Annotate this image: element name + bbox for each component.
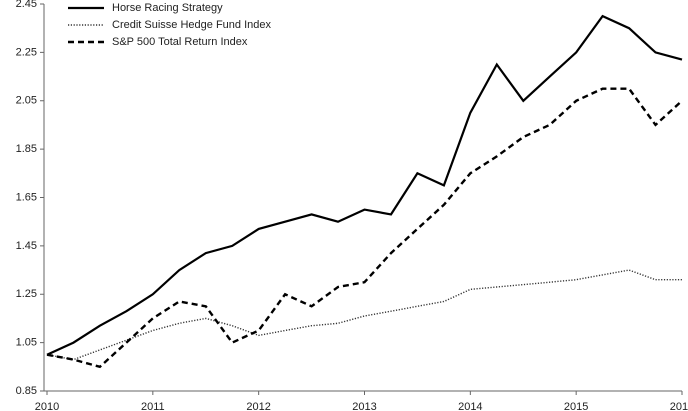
- x-tick-label: 2015: [564, 401, 588, 411]
- legend-label: Horse Racing Strategy: [112, 2, 223, 14]
- y-tick-label: 1.25: [16, 288, 37, 300]
- y-tick-label: 1.45: [16, 240, 37, 252]
- x-tick-label: 2012: [246, 401, 270, 411]
- series-line: [46, 269, 682, 361]
- x-tick-label: 2011: [141, 401, 165, 411]
- x-tick-label: 2014: [458, 401, 482, 411]
- legend-label: S&P 500 Total Return Index: [112, 36, 248, 48]
- x-tick-label: 2013: [352, 401, 376, 411]
- legend-label: Credit Suisse Hedge Fund Index: [112, 19, 271, 31]
- y-tick-label: 0.85: [16, 385, 37, 397]
- y-tick-label: 1.85: [16, 143, 37, 155]
- x-tick-label: 2016: [670, 401, 688, 411]
- y-tick-label: 1.65: [16, 191, 37, 203]
- x-tick-label: 2010: [35, 401, 59, 411]
- y-tick-label: 1.05: [16, 337, 37, 349]
- y-tick-label: 2.25: [16, 46, 37, 58]
- y-tick-label: 2.05: [16, 95, 37, 107]
- series-line: [46, 14, 683, 356]
- series-line: [46, 87, 683, 369]
- y-tick-label: 2.45: [16, 0, 37, 10]
